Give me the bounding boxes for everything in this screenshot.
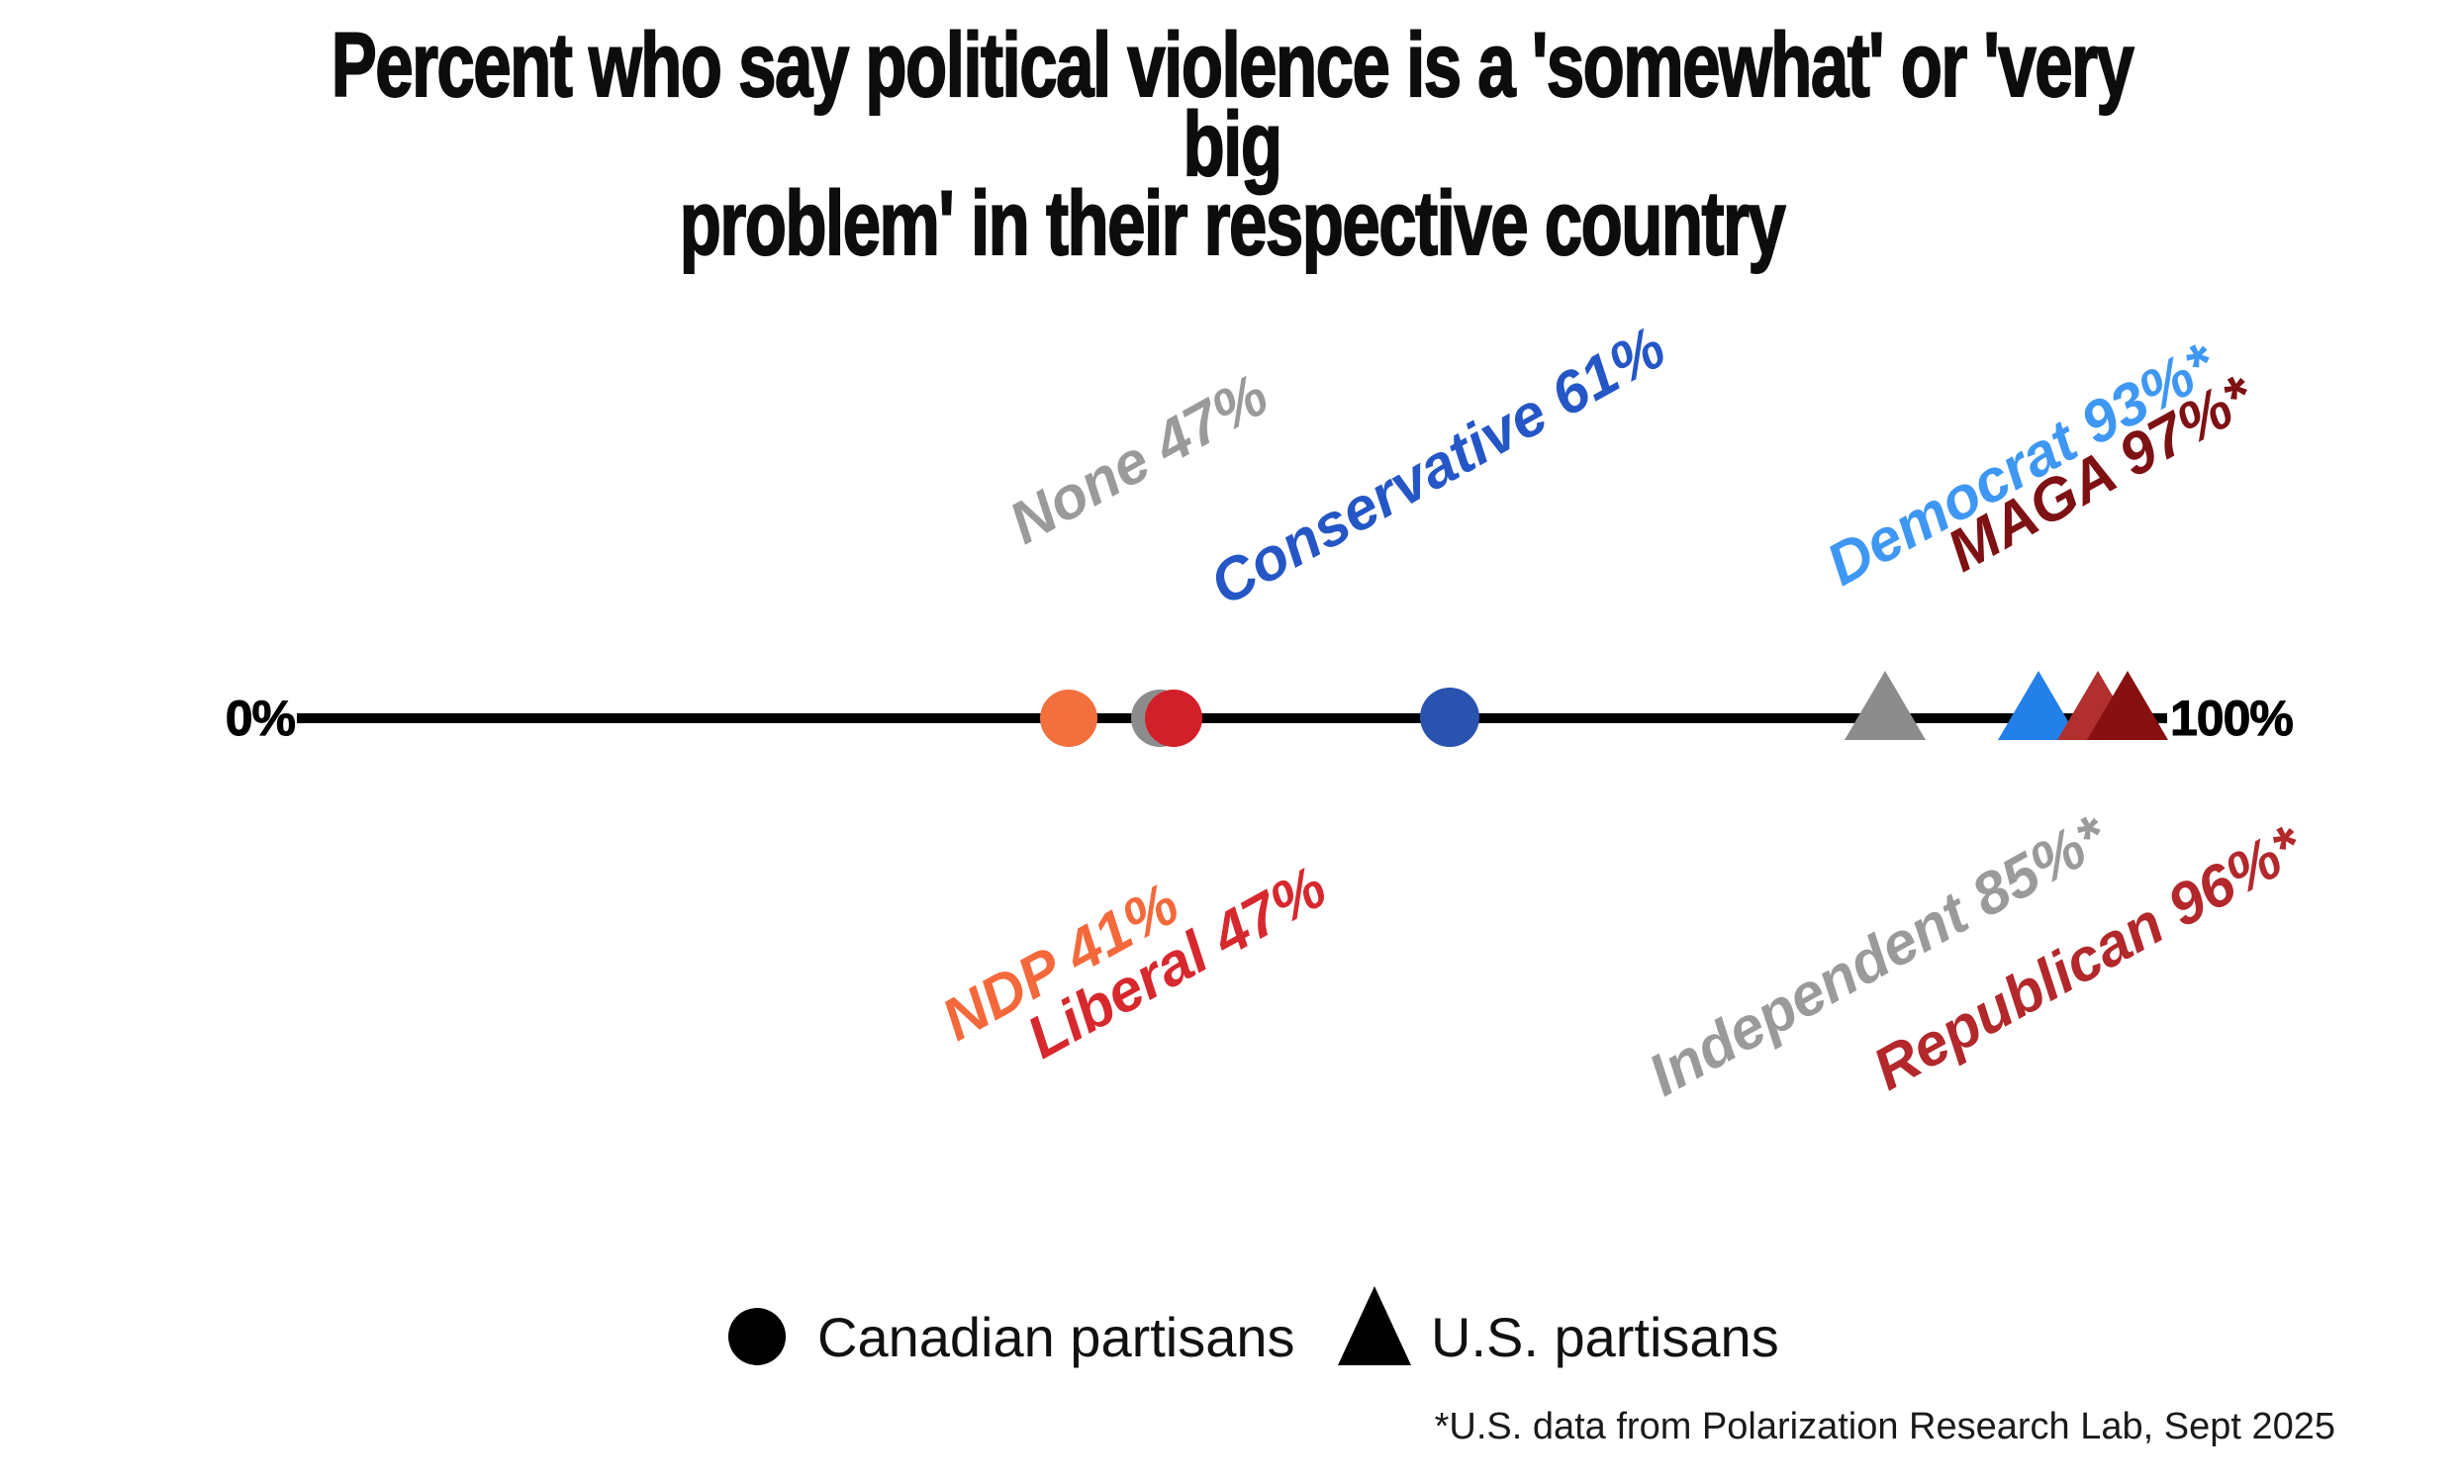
chart-title-line2: problem' in their respective country [679,173,1787,274]
legend-triangle-icon [1338,1286,1411,1365]
label-none: None 47% [997,360,1279,557]
axis-tick-min-label: 0% [225,691,296,747]
axis-tick-max-label: 100% [2170,691,2295,747]
marker-maga-triangle [2087,671,2168,740]
legend-circle-icon [728,1308,786,1365]
marker-liberal-circle [1145,690,1202,747]
axis-line [297,713,2167,723]
marker-ndp-circle [1040,690,1097,747]
legend-label-us: U.S. partisans [1431,1306,1779,1368]
chart-title: Percent who say political violence is a … [308,15,2156,274]
marker-independent-triangle [1845,671,1926,740]
label-conservative: Conservative 61% [1198,314,1676,618]
legend-label-canadian: Canadian partisans [817,1306,1295,1368]
marker-conservative-circle [1420,688,1479,747]
chart-title-line1: Percent who say political violence is a … [331,15,2135,195]
footnote: *U.S. data from Polarization Research La… [1434,1406,2335,1447]
